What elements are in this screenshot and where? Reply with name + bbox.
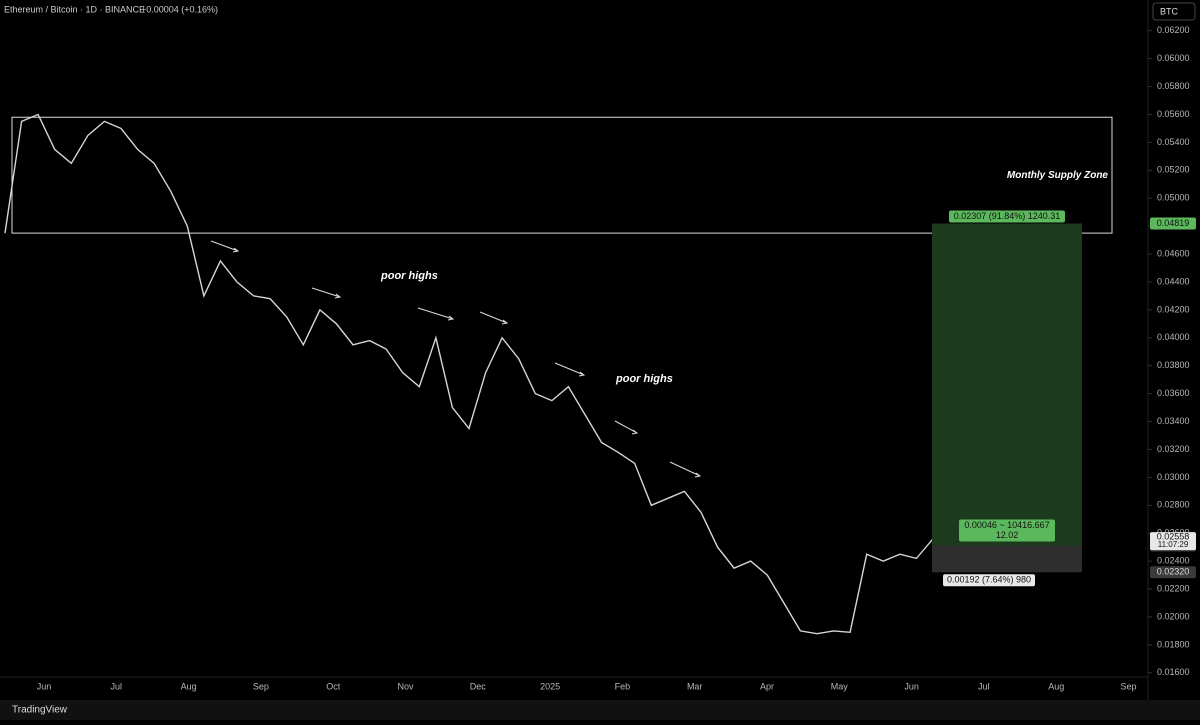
zone-label: Monthly Supply Zone	[1007, 170, 1109, 181]
x-tick-label: 2025	[540, 681, 560, 691]
y-tick-label: 0.05800	[1157, 81, 1190, 91]
y-tick-label: 0.05600	[1157, 109, 1190, 119]
x-tick-label: Nov	[397, 681, 414, 691]
x-tick-label: Jul	[978, 681, 990, 691]
y-tick-label: 0.01800	[1157, 639, 1190, 649]
supply-zone	[11, 116, 1113, 234]
x-tick-label: May	[831, 681, 849, 691]
y-tick-label: 0.05200	[1157, 165, 1190, 175]
y-tick-label: 0.05000	[1157, 193, 1190, 203]
y-tick-label: 0.02400	[1157, 556, 1190, 566]
y-tick-label: 0.02200	[1157, 583, 1190, 593]
entry-label: 0.00046 ~ 10416.667	[964, 520, 1049, 530]
annotation: poor highs	[615, 373, 673, 385]
y-tick-label: 0.01600	[1157, 667, 1190, 677]
y-tick-label: 0.02800	[1157, 500, 1190, 510]
stop-label: 0.00192 (7.64%) 980	[947, 575, 1031, 585]
price-line	[4, 113, 934, 635]
last-price: 0.02558	[1157, 531, 1190, 541]
x-tick-label: Aug	[181, 681, 197, 691]
symbol-info: Ethereum / Bitcoin · 1D · BINANCE	[4, 4, 145, 14]
x-tick-label: Jun	[37, 681, 52, 691]
y-tick-label: 0.06200	[1157, 25, 1190, 35]
x-tick-label: Jun	[904, 681, 919, 691]
footer-bar	[0, 700, 1200, 720]
x-tick-label: Oct	[326, 681, 341, 691]
y-tick-label: 0.06000	[1157, 53, 1190, 63]
x-tick-label: Sep	[1120, 681, 1136, 691]
brand[interactable]: TradingView	[12, 705, 68, 716]
x-tick-label: Jul	[111, 681, 123, 691]
stop-price-tag	[1150, 566, 1196, 579]
y-tick-label: 0.03000	[1157, 472, 1190, 482]
y-tick-label: 0.04200	[1157, 304, 1190, 314]
stop-label-box	[943, 574, 1035, 587]
last-price-tag	[1150, 532, 1196, 551]
y-tick-label: 0.04600	[1157, 248, 1190, 258]
target-label-box	[949, 210, 1065, 223]
arrows	[210, 240, 702, 478]
y-tick-label: 0.04400	[1157, 276, 1190, 286]
y-tick-label: 0.03200	[1157, 444, 1190, 454]
entry-sub: 12.02	[996, 530, 1019, 540]
y-tick-label: 0.05400	[1157, 137, 1190, 147]
target-price: 0.04819	[1157, 218, 1190, 228]
target-label: 0.02307 (91.84%) 1240.31	[954, 211, 1061, 221]
countdown: 11:07:29	[1158, 540, 1189, 549]
currency-label[interactable]: BTC	[1160, 6, 1179, 16]
profit-area	[932, 223, 1082, 546]
entry-label-box	[959, 519, 1055, 542]
price-change: +0.00004 (+0.16%)	[141, 4, 218, 14]
y-tick-label: 0.03800	[1157, 360, 1190, 370]
loss-area	[932, 545, 1082, 573]
y-tick-label: 0.03600	[1157, 388, 1190, 398]
stop-price: 0.02320	[1157, 567, 1190, 577]
x-tick-label: Feb	[615, 681, 631, 691]
currency-button[interactable]	[1152, 2, 1196, 21]
y-tick-label: 0.03400	[1157, 416, 1190, 426]
y-tick-label: 0.04000	[1157, 332, 1190, 342]
x-tick-label: Mar	[687, 681, 703, 691]
x-tick-label: Sep	[253, 681, 269, 691]
annotation: poor highs	[380, 270, 438, 282]
target-price-tag	[1150, 217, 1196, 230]
x-tick-label: Dec	[470, 681, 487, 691]
y-tick-label: 0.02000	[1157, 611, 1190, 621]
x-tick-label: Aug	[1048, 681, 1064, 691]
x-tick-label: Apr	[760, 681, 774, 691]
